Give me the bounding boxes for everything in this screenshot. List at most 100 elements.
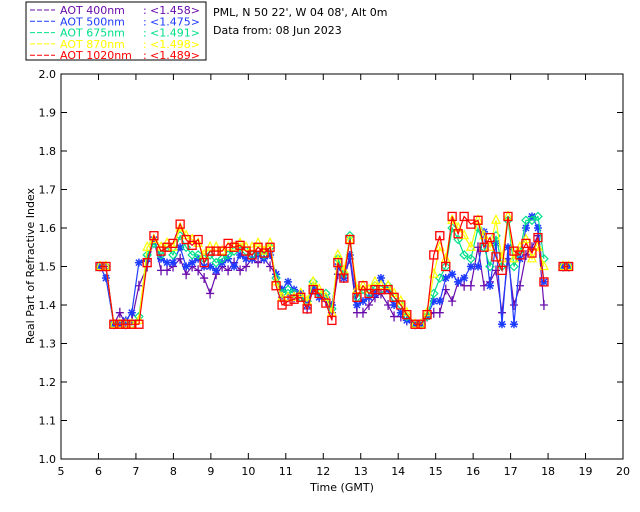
data-point (193, 250, 203, 260)
data-point (448, 270, 457, 279)
data-point (101, 274, 110, 283)
data-point (402, 309, 412, 320)
data-point (497, 320, 506, 329)
y-axis-label: Real Part of Refractive Index (24, 187, 37, 344)
x-tick-label: 13 (354, 465, 368, 478)
data-point (533, 232, 543, 243)
legend-label: AOT 675nm (60, 27, 125, 40)
data-point (466, 262, 475, 271)
data-point (265, 237, 276, 247)
data-point (491, 213, 501, 224)
data-point (491, 239, 500, 248)
x-tick-label: 7 (132, 465, 139, 478)
data-point (352, 292, 362, 302)
data-point (376, 284, 386, 295)
data-point (134, 319, 144, 329)
chart-title-line-1: PML, N 50 22', W 04 08', Alt 0m (213, 6, 387, 19)
data-point (479, 242, 489, 252)
data-point (375, 279, 386, 290)
data-point (127, 319, 137, 329)
x-tick-label: 16 (466, 465, 480, 478)
data-point (134, 258, 143, 267)
data-point (491, 265, 500, 276)
x-tick-label: 8 (170, 465, 177, 478)
data-point (370, 284, 380, 295)
legend-box (25, 1, 207, 61)
data-point (460, 274, 469, 283)
data-point (558, 261, 568, 272)
y-tick-label: 2.0 (39, 68, 57, 81)
data-point (533, 211, 543, 222)
x-tick-label: 15 (429, 465, 443, 478)
series-layer (94, 210, 574, 330)
data-point (332, 248, 343, 259)
data-point (435, 231, 445, 241)
data-point (473, 213, 483, 224)
y-tick-label: 1.6 (39, 222, 57, 235)
data-point (142, 240, 153, 251)
data-point (447, 211, 457, 222)
data-point (429, 250, 439, 260)
data-point (559, 262, 568, 271)
data-point (149, 231, 159, 241)
data-point (466, 253, 476, 264)
data-point (358, 279, 368, 290)
data-point (163, 265, 172, 276)
y-tick-label: 1.3 (39, 338, 57, 351)
data-point (515, 250, 525, 260)
x-axis-label: Time (GMT) (309, 481, 374, 494)
data-point (181, 242, 191, 253)
data-point (448, 296, 457, 307)
y-tick-label: 1.0 (39, 453, 57, 466)
data-point (205, 240, 216, 251)
data-point (283, 296, 293, 306)
y-tick-label: 1.1 (39, 415, 57, 428)
data-point (295, 287, 306, 298)
data-point (302, 304, 312, 314)
x-tick-label: 14 (391, 465, 405, 478)
data-point (364, 300, 373, 310)
data-point (435, 307, 444, 318)
data-point (435, 297, 444, 306)
data-point (321, 298, 331, 308)
data-point (539, 277, 548, 286)
data-point (181, 234, 191, 245)
data-point (199, 257, 209, 268)
y-tick-label: 1.4 (39, 299, 57, 312)
data-point (390, 301, 399, 309)
data-point (206, 288, 215, 299)
x-tick-label: 18 (541, 465, 555, 478)
data-point (473, 215, 483, 225)
legend-colon-mean: <1.458> (150, 4, 200, 17)
y-tick-label: 1.7 (39, 184, 57, 197)
data-point (206, 262, 215, 271)
data-point (441, 274, 450, 283)
data-point (465, 240, 476, 251)
data-point (383, 284, 393, 295)
data-point (253, 237, 264, 247)
data-point (509, 300, 518, 310)
data-point (422, 309, 432, 320)
data-point (242, 261, 251, 272)
data-point (333, 257, 343, 268)
legend: AOT 400nm <1.458>: AOT 500nm <1.475>: AOT 67… (25, 1, 207, 62)
data-point (176, 243, 185, 252)
data-point (422, 306, 433, 317)
data-point (211, 246, 221, 256)
data-point (339, 273, 349, 283)
data-point (320, 290, 331, 301)
legend-label: AOT 500nm (60, 15, 125, 28)
data-point (236, 250, 245, 259)
data-point (503, 243, 512, 252)
x-tick-label: 9 (207, 465, 214, 478)
data-point (410, 319, 420, 329)
data-point (205, 250, 215, 260)
data-point (532, 240, 543, 251)
axes: 5 6 7 8 9 10 11 12 13 14 15 16 17 18 19 20 1.0 1.1 1.2 1.3 1… (39, 68, 631, 478)
data-point (266, 250, 275, 259)
data-point (115, 319, 125, 329)
data-point (95, 262, 104, 271)
data-point (447, 223, 458, 233)
y-tick-label: 1.8 (39, 145, 57, 158)
